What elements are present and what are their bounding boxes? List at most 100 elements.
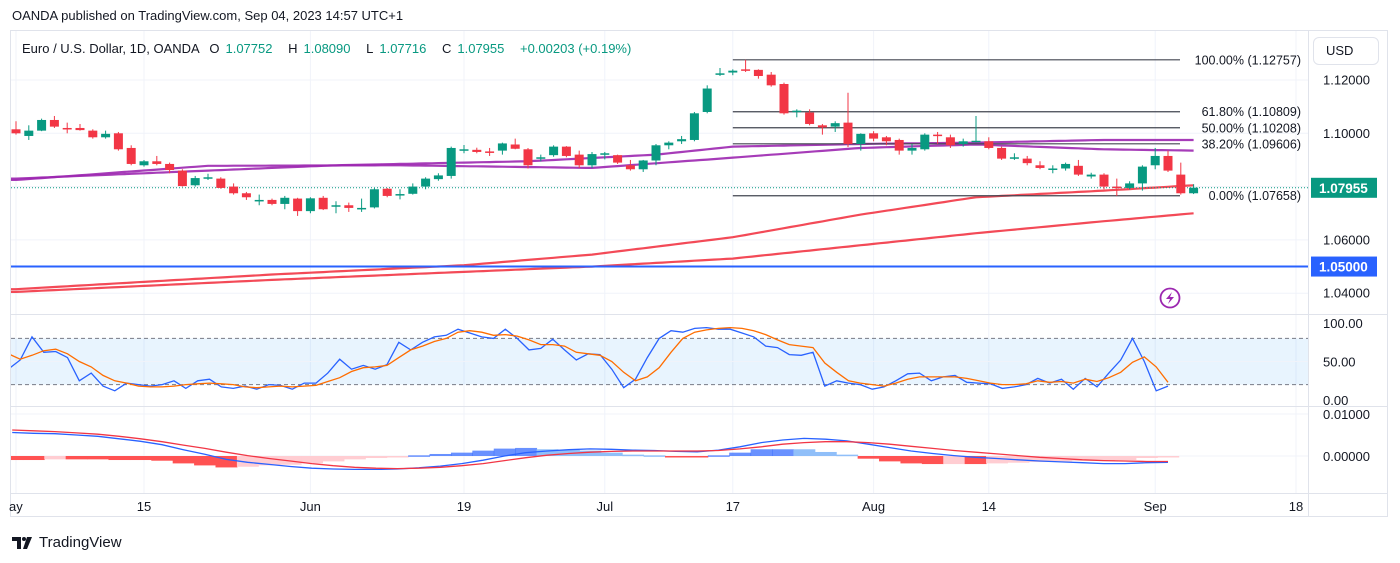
stoch-axis-label: 50.00 [1323, 355, 1356, 370]
candle-body [318, 197, 328, 210]
fib-level-label: 50.00% (1.10208) [1202, 121, 1301, 135]
stoch-axis-label: 0.00 [1323, 393, 1348, 408]
macd-histogram-bar [579, 450, 602, 456]
symbol-name[interactable]: Euro / U.S. Dollar, 1D, OANDA [22, 41, 200, 56]
candle-body [702, 88, 712, 112]
macd-histogram-bar [1093, 456, 1115, 461]
candle [651, 143, 661, 166]
candle-body [1048, 168, 1058, 170]
candle-body [792, 110, 802, 113]
symbol-legend: Euro / U.S. Dollar, 1D, OANDA O 1.07752 H… [22, 41, 637, 56]
macd-histogram-bar [772, 449, 794, 456]
last-price-tag [1311, 177, 1377, 198]
candle-body [561, 146, 571, 156]
candle [331, 201, 341, 214]
candle [843, 92, 853, 148]
macd-histogram-bar [450, 452, 473, 456]
candle [472, 147, 482, 154]
candle [305, 197, 315, 214]
candle [510, 138, 520, 150]
currency-button[interactable]: USD [1313, 37, 1379, 65]
candle [1048, 165, 1058, 174]
macd-histogram-bar [429, 453, 452, 456]
candle-body [177, 170, 187, 187]
candle-body [11, 129, 21, 134]
candle-body [408, 186, 418, 194]
candle-body [1189, 187, 1199, 194]
plot-area [11, 31, 1308, 493]
candle-body [971, 140, 981, 143]
time-axis-label: 15 [137, 499, 151, 514]
macd-histogram-bar [857, 456, 880, 459]
macd-line-macd [12, 431, 1169, 471]
candle [344, 202, 354, 212]
candle-body [1163, 155, 1173, 171]
candle-body [229, 186, 239, 194]
fib-level-label: 0.00% (1.07658) [1209, 189, 1301, 203]
macd-histogram-bar [236, 456, 259, 467]
candle-body [88, 130, 98, 138]
candle [830, 121, 840, 132]
macd-histogram-bar [151, 456, 174, 461]
candle [280, 195, 290, 210]
price-axis-label: 1.10000 [1323, 126, 1370, 141]
candle-body [689, 113, 699, 140]
macd-histogram-bar [87, 456, 109, 460]
macd-histogram-bar [279, 456, 302, 465]
candle-body [382, 188, 392, 196]
candle-body [101, 133, 111, 138]
macd-histogram-bar [814, 451, 837, 456]
candle-body [331, 205, 341, 207]
candle [689, 111, 699, 142]
tradingview-logo[interactable]: TradingView [12, 534, 122, 551]
candle-body [984, 141, 994, 148]
candle [945, 134, 955, 148]
candle [254, 194, 264, 206]
candle [433, 173, 443, 181]
macd-histogram-bar [622, 454, 645, 457]
candle-body [369, 189, 379, 208]
candle [881, 135, 891, 146]
candle [11, 121, 21, 135]
candle-body [446, 147, 456, 176]
candle-body [753, 69, 763, 77]
price-change: +0.00203 (+0.19%) [520, 41, 632, 56]
price-axis-label: 1.04000 [1323, 286, 1370, 301]
candle [600, 151, 610, 160]
macd-histogram-bar [472, 450, 495, 456]
candle-body [1112, 186, 1122, 189]
macd-histogram-bar [65, 456, 88, 460]
macd-histogram-bar [664, 456, 687, 458]
macd-histogram-bar [194, 456, 217, 466]
ma-line-2 [11, 184, 1194, 291]
macd-histogram-bar [707, 455, 730, 457]
candle [88, 129, 98, 139]
lightning-icon[interactable] [1159, 287, 1181, 309]
candle-body [24, 130, 34, 136]
macd-histogram-bar [900, 456, 923, 464]
candle-body [817, 125, 827, 128]
macd-histogram-bar [643, 455, 666, 457]
candle [267, 198, 277, 206]
fib-level-label: 100.00% (1.12757) [1195, 53, 1301, 67]
candle-body [190, 178, 200, 186]
hline-price-tag [1311, 256, 1377, 277]
candle [1099, 173, 1109, 190]
time-axis-label: Jun [300, 499, 321, 514]
candle-body [766, 74, 776, 86]
macd-histogram-bar [750, 449, 773, 456]
time-axis-label: Jul [596, 499, 613, 514]
stoch-line-d [11, 326, 1169, 389]
candle [165, 162, 175, 174]
stochastic-pane [11, 326, 1308, 392]
candle-body [75, 127, 85, 131]
candle [1035, 161, 1045, 170]
candle-body [741, 69, 751, 71]
macd-histogram-bar [686, 456, 709, 458]
fib-level-label: 61.80% (1.10809) [1202, 105, 1301, 119]
candle [190, 175, 200, 187]
candle-body [945, 137, 955, 146]
candle [1163, 150, 1173, 172]
candle-body [357, 207, 367, 210]
